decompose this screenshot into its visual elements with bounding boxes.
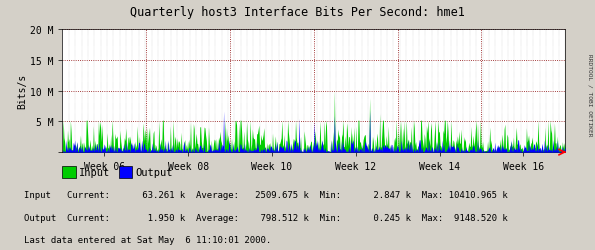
Text: Input   Current:      63.261 k  Average:   2509.675 k  Min:      2.847 k  Max: 1: Input Current: 63.261 k Average: 2509.67… — [24, 190, 508, 200]
Text: Last data entered at Sat May  6 11:10:01 2000.: Last data entered at Sat May 6 11:10:01 … — [24, 236, 271, 244]
Text: RRDTOOL / TOBI OETIKER: RRDTOOL / TOBI OETIKER — [588, 54, 593, 136]
Y-axis label: Bits/s: Bits/s — [17, 74, 27, 109]
Text: Output: Output — [135, 168, 173, 177]
Text: Quarterly host3 Interface Bits Per Second: hme1: Quarterly host3 Interface Bits Per Secon… — [130, 6, 465, 19]
Text: Input: Input — [79, 168, 110, 177]
Text: Output  Current:       1.950 k  Average:    798.512 k  Min:      0.245 k  Max:  : Output Current: 1.950 k Average: 798.512… — [24, 213, 508, 222]
